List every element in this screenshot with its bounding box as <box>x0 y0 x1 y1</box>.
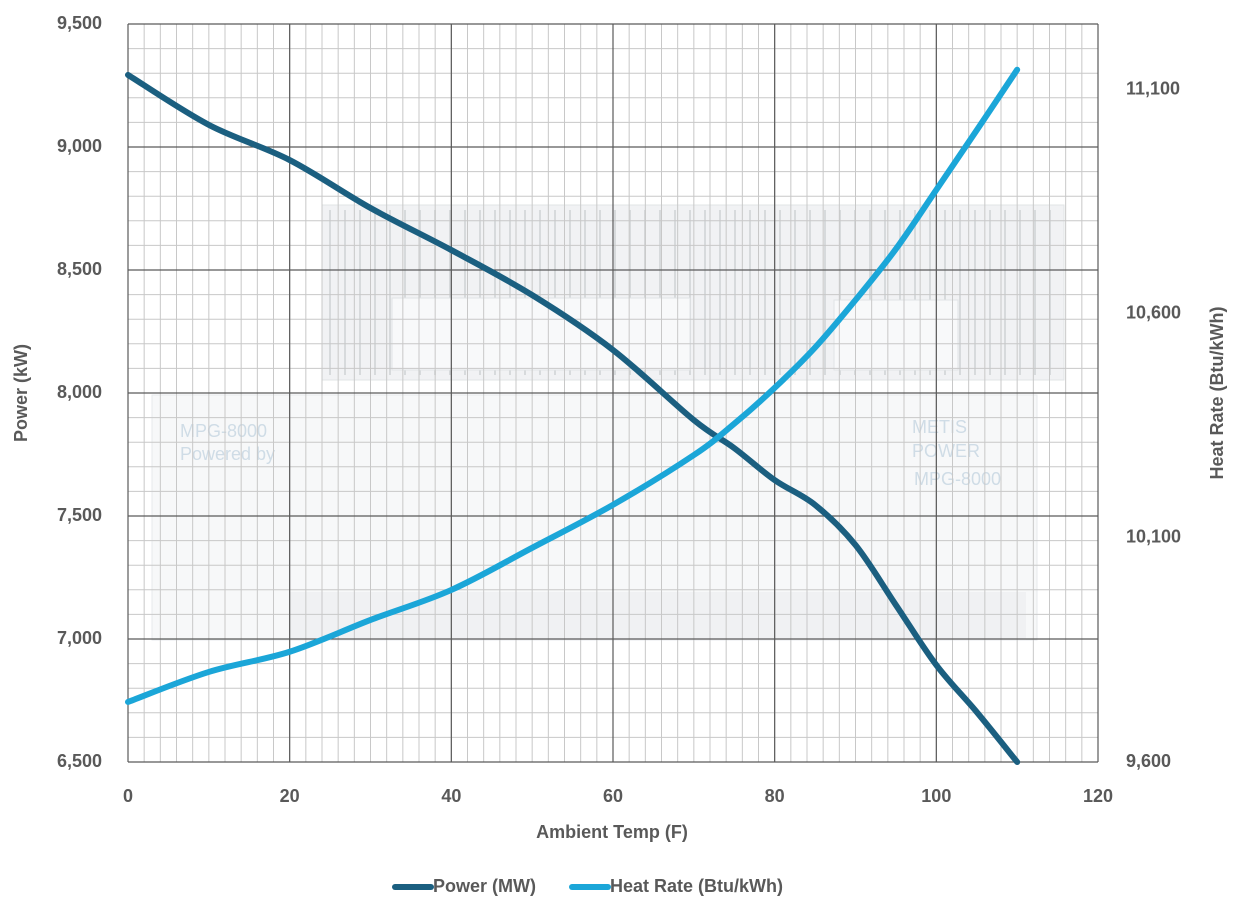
x-tick-label: 80 <box>765 786 785 806</box>
x-tick-label: 20 <box>280 786 300 806</box>
y2-axis-title: Heat Rate (Btu/kWh) <box>1207 306 1227 479</box>
x-axis-title: Ambient Temp (F) <box>536 822 688 842</box>
bg-label: MPG-8000 <box>180 421 267 441</box>
y-tick-label: 6,500 <box>57 751 102 771</box>
x-tick-label: 60 <box>603 786 623 806</box>
x-tick-label: 40 <box>441 786 461 806</box>
y2-tick-label: 9,600 <box>1126 751 1171 771</box>
y-axis-title: Power (kW) <box>11 344 31 442</box>
y2-tick-label: 10,100 <box>1126 527 1181 547</box>
bg-label: POWER <box>912 441 980 461</box>
legend-label: Heat Rate (Btu/kWh) <box>610 876 783 896</box>
y2-tick-label: 11,100 <box>1126 79 1180 99</box>
series-line <box>125 71 1021 765</box>
y-tick-label: 8,000 <box>57 382 102 402</box>
y-tick-label: 7,500 <box>57 505 102 525</box>
bg-label: METIS <box>912 417 967 437</box>
x-tick-label: 0 <box>123 786 133 806</box>
grid <box>127 23 1099 763</box>
x-tick-label: 120 <box>1083 786 1113 806</box>
y-tick-label: 9,000 <box>57 136 102 156</box>
series-line <box>125 66 1021 705</box>
bg-label: MPG-8000 <box>914 469 1001 489</box>
y-tick-label: 9,500 <box>57 13 102 33</box>
x-tick-label: 100 <box>921 786 951 806</box>
y2-tick-label: 10,600 <box>1126 303 1181 323</box>
bg-label: Powered by <box>180 444 275 464</box>
legend-label: Power (MW) <box>433 876 536 896</box>
y-tick-label: 7,000 <box>57 628 102 648</box>
y-tick-label: 8,500 <box>57 259 102 279</box>
plot <box>125 66 1021 765</box>
